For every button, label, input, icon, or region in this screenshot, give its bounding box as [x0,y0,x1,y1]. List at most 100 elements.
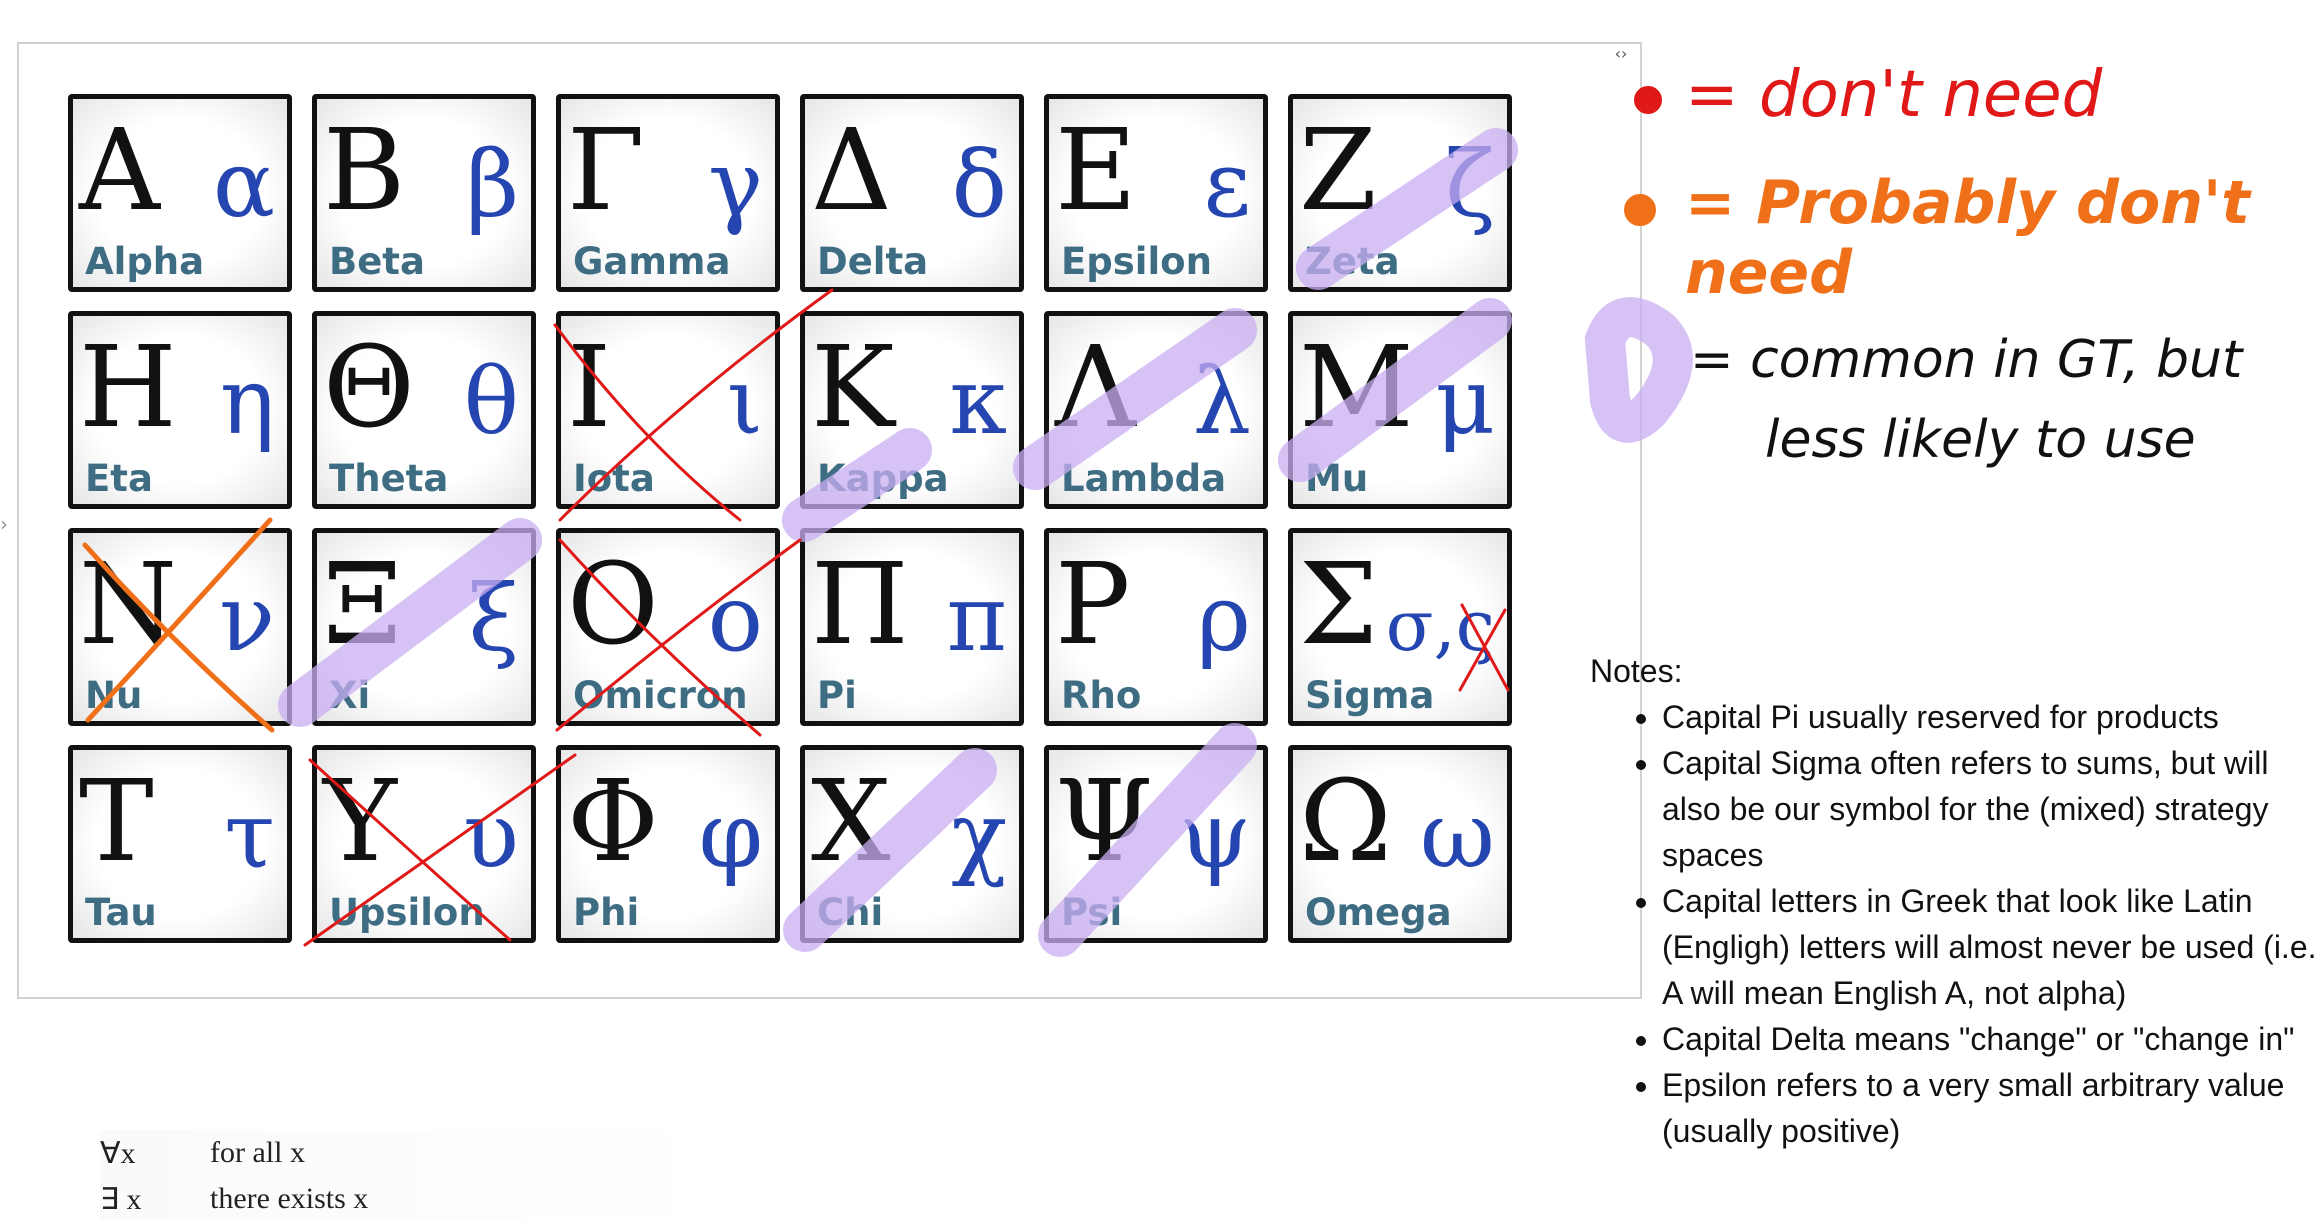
letter-name: Xi [329,674,371,717]
uppercase-letter: Β [323,106,406,236]
letter-name: Alpha [85,240,205,283]
lowercase-letter: γ [708,131,763,238]
letter-name: Zeta [1305,240,1400,283]
letter-name: Rho [1061,674,1142,717]
letter-name: Theta [329,457,449,500]
lowercase-letter: χ [951,782,1007,889]
uppercase-letter: Θ [323,323,415,453]
lowercase-letter: π [946,565,1007,672]
notes-item: Epsilon refers to a very small arbitrary… [1662,1062,2320,1154]
uppercase-letter: Ρ [1055,540,1131,670]
uppercase-letter: Α [79,106,160,236]
letter-name: Kappa [817,457,949,500]
letter-name: Delta [817,240,929,283]
uppercase-letter: Π [811,540,909,670]
lowercase-letter: α [212,131,275,238]
uppercase-letter: Χ [811,757,891,887]
lowercase-letter: φ [698,782,763,889]
legend-red: = don't need [1685,58,2103,132]
lowercase-letter: ψ [1178,782,1251,889]
uppercase-letter: Λ [1055,323,1136,453]
lowercase-letter: δ [951,131,1007,238]
lowercase-letter: λ [1192,348,1251,455]
uppercase-letter: Ψ [1055,757,1154,887]
forall-symbol: ∀x [100,1137,136,1170]
letter-name: Chi [817,891,884,934]
uppercase-letter: Τ [79,757,154,887]
uppercase-letter: Ε [1055,106,1137,236]
lowercase-letter: κ [949,348,1008,455]
lowercase-letter: ν [219,565,275,672]
lowercase-letter: σ,ς [1385,585,1495,667]
notes-item: Capital letters in Greek that look like … [1662,878,2320,1016]
lowercase-letter: ο [707,565,763,672]
legend-purple-line1: = common in GT, but [1690,330,2243,390]
lowercase-letter: υ [463,782,519,889]
letter-name: Pi [817,674,857,717]
letter-name: Tau [85,891,157,934]
lowercase-letter: ε [1203,131,1251,238]
uppercase-letter: Ο [567,540,659,670]
uppercase-letter: Ν [79,540,177,670]
uppercase-letter: Κ [811,323,895,453]
chevron-right-icon[interactable]: › [0,512,8,536]
forall-meaning: for all x [210,1136,305,1169]
uppercase-letter: Σ [1299,540,1379,670]
uppercase-letter: Ω [1299,757,1392,887]
legend-orange: = Probably don't need [1685,168,2250,308]
logic-symbols-snippet: ∀x for all x ∃ x there exists x [100,1130,720,1220]
lowercase-letter: θ [463,348,519,455]
lowercase-letter: ι [726,348,763,455]
letter-name: Sigma [1305,674,1435,717]
uppercase-letter: Μ [1299,323,1414,453]
lowercase-letter: ρ [1196,565,1251,672]
notes-list: Capital Pi usually reserved for products… [1590,694,2320,1154]
uppercase-letter: Φ [567,757,659,887]
lowercase-letter: ω [1419,782,1495,889]
uppercase-letter: Ι [567,323,612,453]
uppercase-letter: Ξ [323,540,402,670]
uppercase-letter: Ζ [1299,106,1377,236]
uppercase-letter: Υ [323,757,397,887]
letter-name: Lambda [1061,457,1227,500]
letter-name: Epsilon [1061,240,1212,283]
letter-name: Beta [329,240,425,283]
uppercase-letter: Η [79,323,177,453]
uppercase-letter: Γ [567,106,645,236]
letter-name: Mu [1305,457,1369,500]
expand-collapse-icon[interactable]: ‹› [1614,44,1628,63]
letter-name: Phi [573,891,640,934]
notes-item: Capital Pi usually reserved for products [1662,694,2320,740]
uppercase-letter: Δ [811,106,892,236]
letter-name: Psi [1061,891,1123,934]
letter-name: Upsilon [329,891,485,934]
lowercase-letter: ζ [1445,131,1495,238]
letter-name: Omega [1305,891,1452,934]
lowercase-letter: β [465,131,519,238]
exists-meaning: there exists x [210,1182,369,1215]
notes-heading: Notes: [1590,653,1683,689]
notes-item: Capital Delta means "change" or "change … [1662,1016,2320,1062]
notes-item: Capital Sigma often refers to sums, but … [1662,740,2320,878]
lowercase-letter: η [219,348,275,455]
